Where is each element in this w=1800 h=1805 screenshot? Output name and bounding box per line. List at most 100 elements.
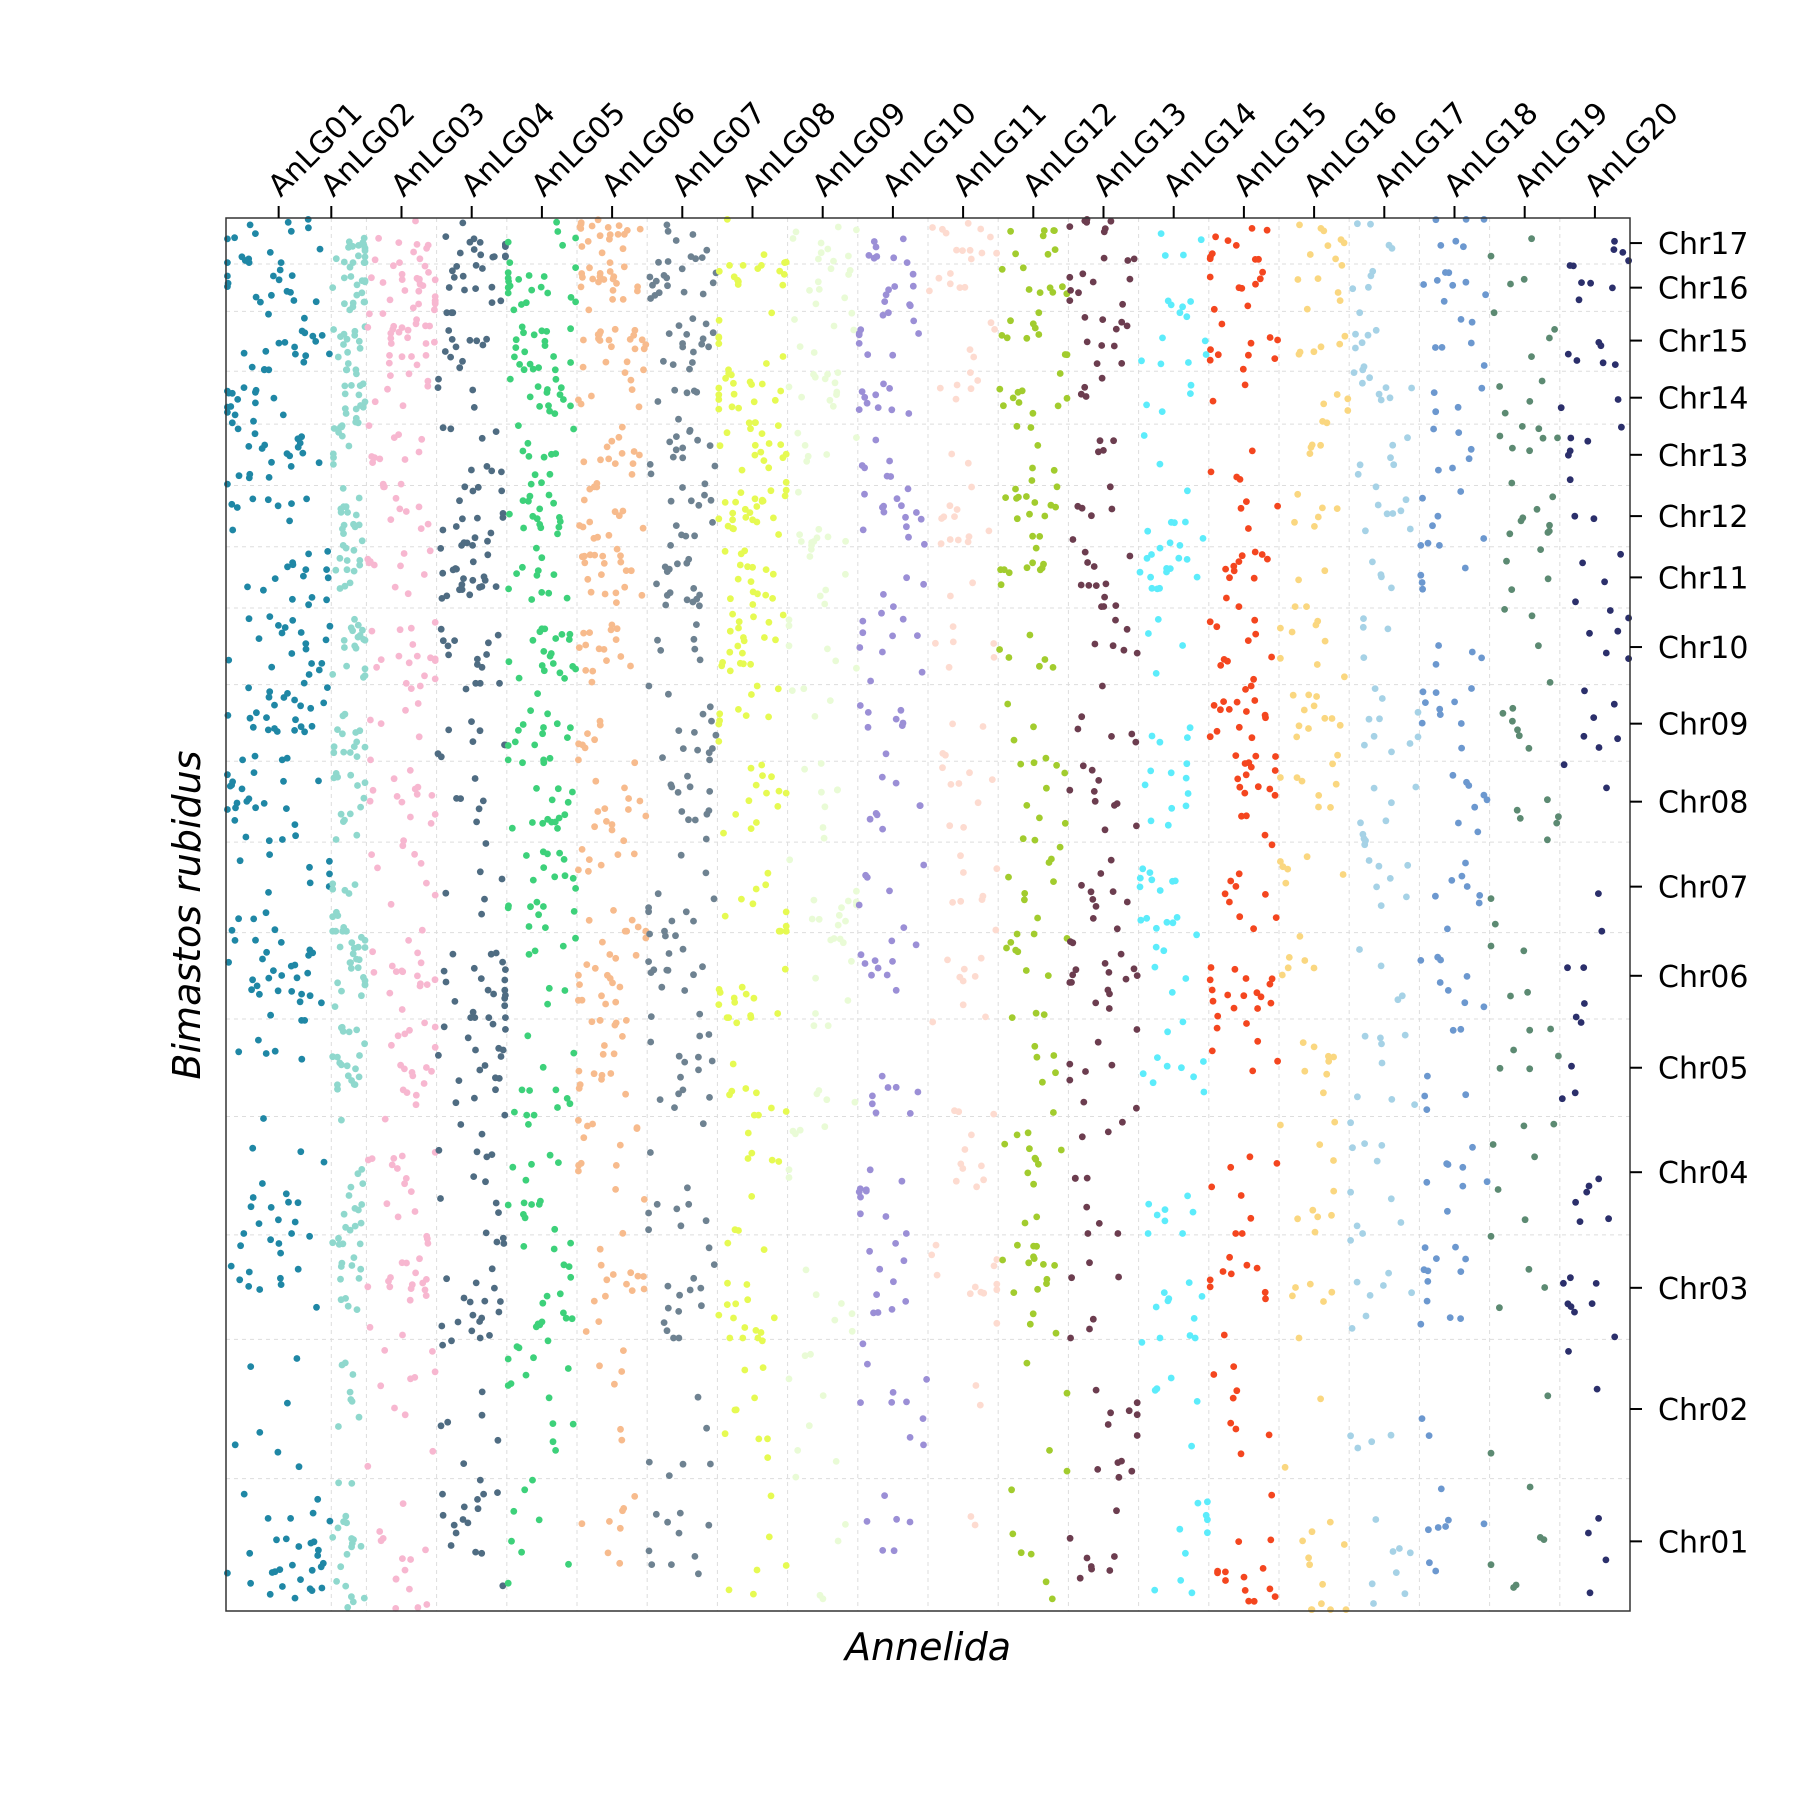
data-point xyxy=(1099,316,1107,323)
data-point xyxy=(350,520,357,528)
data-point xyxy=(648,1561,656,1568)
data-point xyxy=(665,690,672,698)
data-point xyxy=(1117,950,1125,958)
data-point xyxy=(676,1509,684,1517)
data-point xyxy=(622,1017,630,1024)
data-point xyxy=(1445,269,1453,277)
data-point xyxy=(225,389,233,397)
data-point xyxy=(1091,797,1099,805)
data-point xyxy=(348,382,355,389)
data-point xyxy=(469,542,476,549)
data-point xyxy=(1023,802,1031,809)
data-point xyxy=(228,926,236,934)
data-point xyxy=(1499,709,1507,717)
data-point xyxy=(413,274,421,282)
data-point xyxy=(361,944,369,951)
data-point xyxy=(1168,989,1176,996)
data-point xyxy=(1099,682,1106,690)
data-point xyxy=(634,923,642,931)
data-point xyxy=(886,457,893,465)
data-point xyxy=(344,1302,352,1310)
data-point xyxy=(765,1533,773,1541)
data-point xyxy=(361,247,369,255)
data-point xyxy=(750,994,758,1002)
data-point xyxy=(353,1026,361,1034)
data-point xyxy=(554,825,561,832)
data-point xyxy=(1133,1399,1141,1407)
data-point xyxy=(1457,720,1465,727)
data-point xyxy=(1571,512,1579,520)
data-point xyxy=(1436,542,1443,549)
data-point xyxy=(1118,360,1126,367)
data-point xyxy=(381,1347,389,1354)
data-point xyxy=(390,322,398,330)
data-point xyxy=(401,1411,409,1419)
data-point xyxy=(782,908,790,916)
data-point xyxy=(427,654,434,662)
data-point xyxy=(386,1283,394,1291)
data-point xyxy=(1178,1064,1185,1072)
data-point xyxy=(1564,350,1572,358)
data-point xyxy=(549,1438,557,1446)
data-point xyxy=(377,656,385,663)
data-point xyxy=(406,767,414,774)
data-point xyxy=(596,1362,603,1370)
data-point xyxy=(1185,359,1192,366)
data-point xyxy=(469,1311,477,1319)
data-point xyxy=(725,366,732,374)
data-point xyxy=(1026,1320,1034,1328)
data-point xyxy=(1372,326,1380,334)
data-point xyxy=(1434,512,1442,520)
data-point xyxy=(316,245,324,253)
data-point xyxy=(529,1476,536,1484)
data-point xyxy=(1546,334,1553,342)
data-point xyxy=(1314,275,1322,282)
data-point xyxy=(1370,1600,1377,1607)
data-point xyxy=(1207,346,1214,353)
data-point xyxy=(655,258,662,266)
data-point xyxy=(341,300,348,308)
data-point xyxy=(1459,1182,1467,1190)
data-point xyxy=(678,265,686,273)
data-point xyxy=(1035,331,1043,338)
data-point xyxy=(493,1238,501,1246)
data-point xyxy=(560,396,567,403)
data-point xyxy=(345,890,353,897)
data-point xyxy=(1278,971,1286,979)
data-point xyxy=(1611,1333,1619,1341)
data-point xyxy=(1143,554,1151,562)
data-point xyxy=(504,1201,512,1209)
data-point xyxy=(1590,714,1598,721)
data-point xyxy=(268,291,275,299)
data-point xyxy=(306,879,314,887)
data-point xyxy=(1279,863,1287,871)
data-point xyxy=(748,691,755,698)
data-point xyxy=(591,964,599,972)
data-point xyxy=(286,517,293,525)
data-point xyxy=(721,499,729,506)
data-point xyxy=(1123,625,1131,633)
data-point xyxy=(234,425,242,433)
data-point xyxy=(1401,1031,1409,1039)
data-point xyxy=(345,1028,353,1036)
data-point xyxy=(1139,1070,1147,1078)
data-point xyxy=(890,254,898,262)
data-point xyxy=(932,1241,940,1249)
data-point xyxy=(613,625,621,633)
data-point xyxy=(1235,558,1243,565)
data-point xyxy=(866,1247,873,1255)
data-point xyxy=(621,369,629,376)
data-point xyxy=(812,1010,819,1017)
data-point xyxy=(1388,245,1396,252)
data-point xyxy=(1133,822,1140,830)
data-point xyxy=(1320,227,1328,235)
data-point xyxy=(356,557,364,564)
data-point xyxy=(536,403,543,410)
data-point xyxy=(1467,339,1475,347)
data-point xyxy=(1119,300,1126,308)
data-point xyxy=(466,591,474,599)
data-point xyxy=(609,979,616,987)
data-point xyxy=(443,1275,450,1283)
data-point xyxy=(1432,1567,1440,1575)
data-point xyxy=(1274,336,1281,344)
